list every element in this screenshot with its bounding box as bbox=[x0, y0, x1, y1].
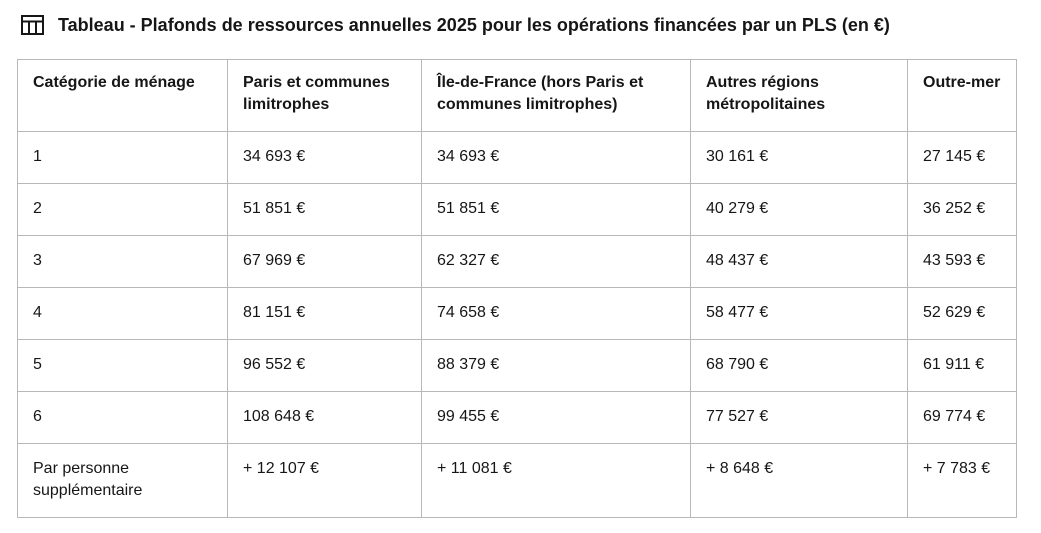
cell-other-regions: 30 161 € bbox=[690, 131, 908, 184]
cell-other-regions: 58 477 € bbox=[690, 287, 908, 340]
cell-category: 5 bbox=[17, 339, 228, 392]
cell-category: 6 bbox=[17, 391, 228, 444]
cell-ile-de-france: + 11 081 € bbox=[421, 443, 691, 518]
table-row: 3 67 969 € 62 327 € 48 437 € 43 593 € bbox=[17, 235, 1017, 288]
column-header-ile-de-france: Île-de-France (hors Paris et communes li… bbox=[421, 59, 691, 132]
cell-category: Par personne supplémentaire bbox=[17, 443, 228, 518]
table-row: 6 108 648 € 99 455 € 77 527 € 69 774 € bbox=[17, 391, 1017, 444]
table-row: 1 34 693 € 34 693 € 30 161 € 27 145 € bbox=[17, 131, 1017, 184]
cell-category: 2 bbox=[17, 183, 228, 236]
cell-category: 3 bbox=[17, 235, 228, 288]
table-row: 5 96 552 € 88 379 € 68 790 € 61 911 € bbox=[17, 339, 1017, 392]
cell-paris: 81 151 € bbox=[227, 287, 422, 340]
page-title: Tableau - Plafonds de ressources annuell… bbox=[58, 14, 890, 35]
cell-ile-de-france: 62 327 € bbox=[421, 235, 691, 288]
cell-paris: 96 552 € bbox=[227, 339, 422, 392]
table-row: 4 81 151 € 74 658 € 58 477 € 52 629 € bbox=[17, 287, 1017, 340]
cell-category: 4 bbox=[17, 287, 228, 340]
cell-other-regions: 48 437 € bbox=[690, 235, 908, 288]
column-header-other-regions: Autres régions métropolitaines bbox=[690, 59, 908, 132]
cell-outre-mer: 43 593 € bbox=[907, 235, 1017, 288]
cell-other-regions: 77 527 € bbox=[690, 391, 908, 444]
cell-ile-de-france: 51 851 € bbox=[421, 183, 691, 236]
cell-ile-de-france: 88 379 € bbox=[421, 339, 691, 392]
cell-other-regions: + 8 648 € bbox=[690, 443, 908, 518]
cell-outre-mer: 36 252 € bbox=[907, 183, 1017, 236]
cell-paris: 67 969 € bbox=[227, 235, 422, 288]
cell-outre-mer: 69 774 € bbox=[907, 391, 1017, 444]
cell-paris: 108 648 € bbox=[227, 391, 422, 444]
cell-ile-de-france: 74 658 € bbox=[421, 287, 691, 340]
cell-paris: + 12 107 € bbox=[227, 443, 422, 518]
column-header-paris: Paris et communes limitrophes bbox=[227, 59, 422, 132]
table-caption: Tableau - Plafonds de ressources annuell… bbox=[21, 11, 890, 39]
cell-other-regions: 68 790 € bbox=[690, 339, 908, 392]
column-header-outre-mer: Outre-mer bbox=[907, 59, 1017, 132]
cell-outre-mer: 27 145 € bbox=[907, 131, 1017, 184]
table-header-row: Catégorie de ménage Paris et communes li… bbox=[17, 59, 1017, 132]
column-header-category: Catégorie de ménage bbox=[17, 59, 228, 132]
data-table: Catégorie de ménage Paris et communes li… bbox=[17, 59, 1017, 518]
table-row: Par personne supplémentaire + 12 107 € +… bbox=[17, 443, 1017, 518]
table-icon bbox=[21, 15, 44, 35]
cell-outre-mer: + 7 783 € bbox=[907, 443, 1017, 518]
table-row: 2 51 851 € 51 851 € 40 279 € 36 252 € bbox=[17, 183, 1017, 236]
cell-outre-mer: 52 629 € bbox=[907, 287, 1017, 340]
cell-other-regions: 40 279 € bbox=[690, 183, 908, 236]
cell-category: 1 bbox=[17, 131, 228, 184]
cell-paris: 34 693 € bbox=[227, 131, 422, 184]
cell-paris: 51 851 € bbox=[227, 183, 422, 236]
cell-outre-mer: 61 911 € bbox=[907, 339, 1017, 392]
cell-ile-de-france: 99 455 € bbox=[421, 391, 691, 444]
cell-ile-de-france: 34 693 € bbox=[421, 131, 691, 184]
